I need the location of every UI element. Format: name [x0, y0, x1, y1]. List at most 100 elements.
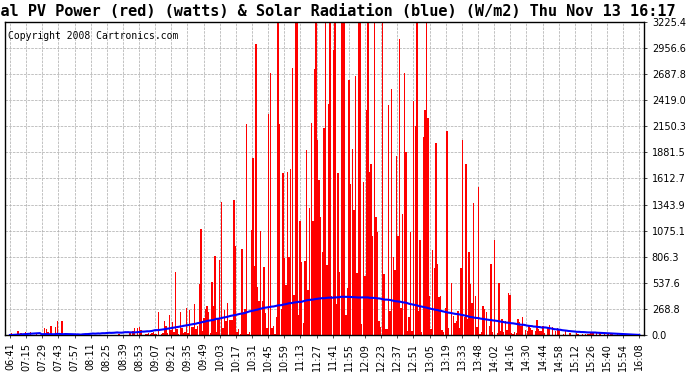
Bar	[318, 180, 320, 335]
Bar	[326, 265, 328, 335]
Bar	[563, 334, 564, 335]
Bar	[470, 284, 471, 335]
Bar	[151, 333, 152, 335]
Bar	[356, 273, 357, 335]
Bar	[254, 267, 255, 335]
Bar	[309, 209, 310, 335]
Bar	[508, 292, 509, 335]
Bar	[238, 330, 239, 335]
Bar	[20, 333, 21, 335]
Bar	[473, 202, 475, 335]
Bar	[453, 316, 454, 335]
Bar	[564, 332, 566, 335]
Bar	[586, 334, 588, 335]
Bar	[421, 333, 422, 335]
Bar	[36, 333, 37, 335]
Bar	[216, 332, 217, 335]
Bar	[444, 308, 446, 335]
Bar	[195, 329, 197, 335]
Bar	[172, 321, 173, 335]
Bar	[582, 334, 583, 335]
Bar	[320, 217, 322, 335]
Bar	[156, 334, 157, 335]
Bar	[235, 246, 236, 335]
Bar	[353, 210, 355, 335]
Bar	[504, 321, 506, 335]
Bar	[522, 317, 523, 335]
Bar	[157, 312, 159, 335]
Bar	[438, 297, 440, 335]
Bar	[502, 320, 503, 335]
Bar	[323, 128, 324, 335]
Bar	[540, 332, 541, 335]
Bar	[547, 328, 549, 335]
Bar	[347, 288, 348, 335]
Bar	[227, 303, 228, 335]
Bar	[292, 68, 293, 335]
Bar	[186, 308, 188, 335]
Bar	[337, 172, 339, 335]
Bar	[484, 309, 486, 335]
Bar	[193, 327, 194, 335]
Bar	[301, 262, 302, 335]
Bar	[443, 332, 444, 335]
Bar	[569, 333, 571, 335]
Bar	[607, 334, 609, 335]
Bar	[177, 328, 178, 335]
Bar	[509, 295, 511, 335]
Bar	[179, 312, 181, 335]
Bar	[166, 326, 167, 335]
Bar	[99, 334, 101, 335]
Bar	[427, 118, 428, 335]
Bar	[11, 333, 12, 335]
Bar	[132, 331, 134, 335]
Bar	[298, 315, 299, 335]
Bar	[536, 320, 538, 335]
Bar	[314, 69, 315, 335]
Bar	[610, 334, 611, 335]
Bar	[591, 333, 593, 335]
Bar	[506, 330, 508, 335]
Bar	[241, 249, 243, 335]
Bar	[265, 313, 266, 335]
Bar	[194, 304, 195, 335]
Bar	[243, 312, 244, 335]
Bar	[397, 236, 399, 335]
Bar	[244, 309, 246, 335]
Bar	[380, 327, 382, 335]
Bar	[249, 332, 250, 335]
Bar	[464, 317, 465, 335]
Bar	[290, 169, 291, 335]
Bar	[257, 286, 258, 335]
Bar	[396, 156, 397, 335]
Bar	[431, 328, 432, 335]
Bar	[279, 124, 280, 335]
Bar	[476, 327, 477, 335]
Bar	[274, 333, 276, 335]
Title: Total PV Power (red) (watts) & Solar Radiation (blue) (W/m2) Thu Nov 13 16:17: Total PV Power (red) (watts) & Solar Rad…	[0, 4, 676, 19]
Bar	[233, 201, 235, 335]
Bar	[382, 22, 383, 335]
Bar	[161, 333, 162, 335]
Bar	[276, 316, 277, 335]
Bar	[404, 74, 405, 335]
Bar	[402, 214, 404, 335]
Bar	[115, 334, 117, 335]
Bar	[262, 301, 263, 335]
Bar	[205, 309, 206, 335]
Bar	[206, 306, 208, 335]
Bar	[514, 332, 515, 335]
Bar	[366, 110, 367, 335]
Bar	[200, 229, 201, 335]
Bar	[429, 296, 431, 335]
Bar	[451, 283, 453, 335]
Bar	[475, 296, 476, 335]
Bar	[503, 332, 504, 335]
Bar	[626, 334, 627, 335]
Bar	[480, 334, 481, 335]
Bar	[555, 332, 556, 335]
Bar	[307, 290, 309, 335]
Bar	[260, 231, 262, 335]
Bar	[118, 334, 119, 335]
Bar	[459, 328, 460, 335]
